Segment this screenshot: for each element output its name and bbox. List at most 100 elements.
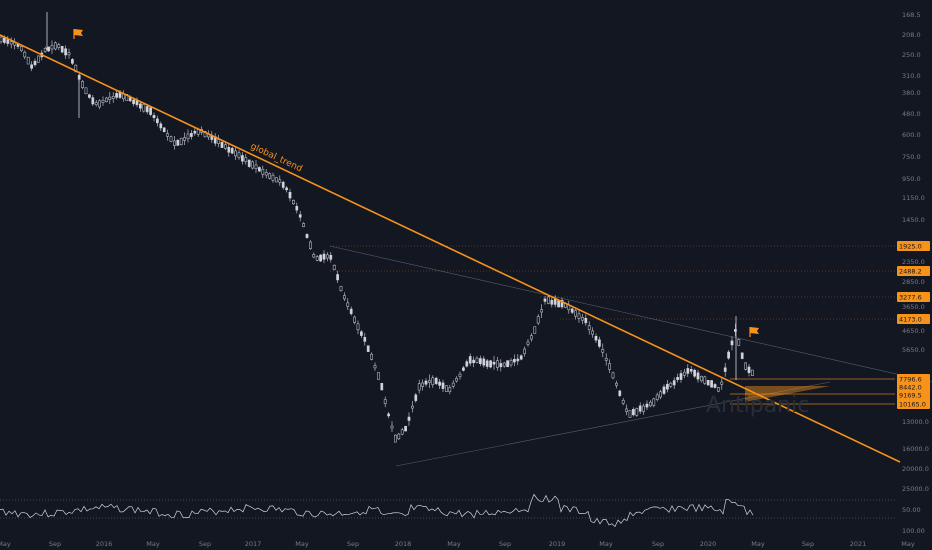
candle: [315, 255, 319, 262]
candle: [747, 364, 751, 377]
candle: [689, 366, 693, 375]
candle: [60, 45, 64, 54]
candle: [149, 106, 152, 117]
candle: [428, 374, 431, 389]
x-tick-label: 2016: [96, 540, 113, 548]
candle: [649, 400, 652, 408]
candle: [383, 396, 387, 408]
candle: [343, 292, 346, 301]
candle: [445, 385, 448, 392]
y-tick-label: 3650.0: [902, 303, 925, 311]
candle: [387, 412, 390, 419]
candle: [734, 323, 737, 337]
candle: [530, 333, 533, 342]
candle: [298, 210, 302, 222]
candle: [601, 343, 605, 358]
level-labels: 1925.0 2488.2 3277.6 4173.0 7796.68442.09169…: [897, 241, 930, 409]
y-tick-label: 4650.0: [902, 327, 925, 335]
candle: [587, 321, 591, 335]
candle: [608, 359, 611, 373]
y-tick-label: 480.0: [902, 110, 921, 118]
candle: [723, 362, 727, 377]
candle-series: [0, 12, 754, 443]
candle: [71, 58, 74, 66]
candle: [193, 127, 197, 136]
candle: [519, 354, 523, 361]
y-tick-label: 25000.0: [902, 485, 929, 493]
candle: [655, 392, 659, 402]
candle: [485, 358, 489, 370]
candle: [302, 222, 305, 228]
y-tick-label: 2350.0: [902, 258, 925, 266]
candle: [479, 355, 482, 367]
candle: [234, 146, 237, 161]
candle: [305, 233, 309, 239]
candle: [360, 330, 363, 338]
y-tick-label: 310.0: [902, 72, 921, 80]
candle: [111, 92, 115, 103]
flag-icon: [749, 327, 759, 337]
candle: [696, 369, 700, 383]
x-tick-label: May: [447, 540, 461, 548]
candle: [23, 50, 27, 60]
candle: [540, 304, 543, 319]
candle: [591, 327, 594, 338]
candle: [261, 165, 265, 178]
candle: [751, 369, 754, 377]
candle: [404, 425, 407, 432]
x-tick-label: Sep: [199, 540, 211, 548]
candle: [662, 384, 666, 396]
candle: [547, 295, 550, 305]
candle: [244, 154, 248, 165]
candle: [169, 135, 173, 143]
level-price-text: 2488.2: [899, 268, 922, 276]
level-price-tag: 8442.0: [897, 382, 930, 392]
candle: [326, 252, 329, 262]
y-tick-label: 16000.0: [902, 445, 929, 453]
y-tick-label: 5650.0: [902, 346, 925, 354]
x-tick-label: 2019: [549, 540, 566, 548]
level-price-tag: 1925.0: [897, 241, 930, 251]
candle: [489, 359, 492, 369]
candle: [400, 427, 404, 436]
candle: [611, 371, 615, 380]
candle: [322, 250, 326, 264]
candle: [482, 356, 486, 368]
y-tick-label: 950.0: [902, 175, 921, 183]
y-tick-label: 1450.0: [902, 216, 925, 224]
candle: [693, 368, 696, 378]
osc-level-label: 50.00: [902, 506, 921, 514]
candle: [523, 346, 526, 357]
candle: [676, 373, 679, 383]
y-tick-label: 250.0: [902, 51, 921, 59]
candle: [628, 410, 632, 418]
candle: [88, 93, 91, 99]
x-tick-label: Sep: [347, 540, 359, 548]
candle: [499, 359, 503, 372]
candle: [105, 96, 108, 103]
candle: [94, 100, 98, 107]
candle: [47, 46, 50, 52]
candle: [621, 398, 625, 406]
candle: [584, 314, 588, 326]
candle: [254, 160, 258, 174]
candle: [465, 359, 469, 368]
level-price-tag: 10165.0: [897, 399, 930, 409]
y-tick-label: 20000.0: [902, 465, 929, 473]
candle: [220, 141, 224, 149]
x-tick-label: May: [901, 540, 915, 548]
candle: [227, 143, 231, 157]
y-axis: 168.5 208.0 250.0 310.0 380.0 480.0 600.0 750.0…: [902, 11, 929, 493]
candle: [271, 172, 275, 183]
candle: [251, 160, 254, 170]
candle: [179, 137, 183, 146]
candle: [577, 310, 581, 323]
candle: [159, 121, 163, 132]
candle: [67, 48, 71, 59]
candle: [247, 159, 251, 168]
global-trendline[interactable]: [0, 34, 901, 463]
candle: [26, 56, 30, 65]
candle: [672, 377, 676, 390]
candle: [536, 314, 540, 326]
